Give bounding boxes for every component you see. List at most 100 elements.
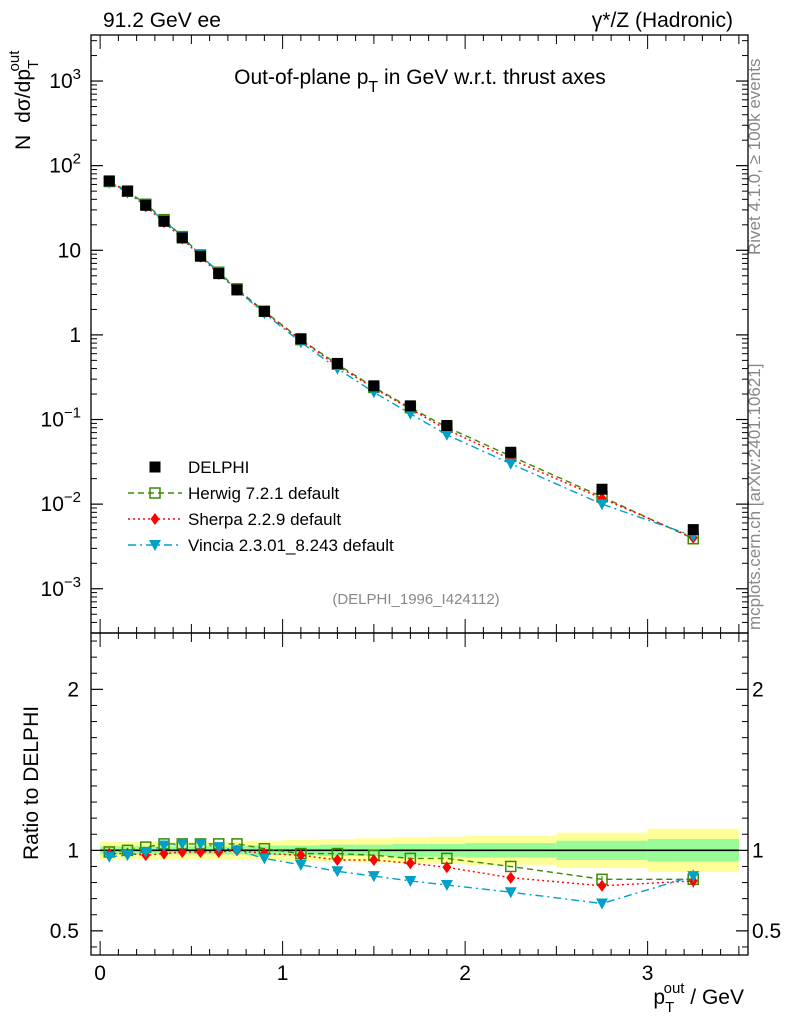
ratio-y-tick-label: 1 (67, 839, 79, 862)
legend-label-vincia: Vincia 2.3.01_8.243 default (188, 536, 394, 555)
main-point-data (687, 524, 699, 536)
x-axis-label: pTout / GeV (653, 980, 744, 1016)
ratio-series-line-herwig (109, 843, 694, 880)
title-text-after: in GeV w.r.t. thrust axes (378, 66, 606, 89)
analysis-id-annotation: (DELPHI_1996_I424112) (332, 591, 499, 608)
ratio-point-vincia (596, 898, 608, 910)
ratio-panel-frame (90, 632, 749, 956)
header-right-label: γ*/Z (Hadronic) (592, 9, 733, 32)
ratio-point-vincia (212, 842, 225, 854)
ratio-point-sherpa (369, 854, 379, 867)
x-tick-label: 0 (94, 962, 106, 985)
ratio-y-axis: 0.5 0.5 1 1 2 2 (50, 640, 781, 948)
xlabel-sub: T (665, 999, 674, 1016)
main-series-line-vincia (108, 181, 694, 537)
svg-text:Ndσ/dpTout: Ndσ/dpTout (6, 50, 42, 150)
ratio-x-axis: 0 1 2 3 (94, 633, 740, 985)
main-plot-area (103, 175, 700, 545)
title-subscript: T (368, 79, 378, 96)
title-text-before: Out-of-plane p (234, 66, 368, 89)
ratio-plot-area (100, 828, 739, 910)
ratio-y-tick-label: 2 (67, 678, 79, 701)
ratio-y-tick-label: 0.5 (50, 920, 79, 943)
main-title: Out-of-plane pT in GeV w.r.t. thrust axe… (234, 66, 606, 96)
x-tick-label: 1 (277, 962, 289, 985)
ratio-point-vincia (176, 838, 189, 850)
main-point-data (368, 380, 380, 392)
ratio-y-tick-label-right: 0.5 (752, 920, 781, 943)
xlabel-sup: out (664, 980, 686, 997)
legend-label-data: DELPHI (188, 458, 249, 477)
ratio-point-sherpa (296, 849, 306, 862)
main-point-data (176, 232, 188, 244)
ratio-point-vincia (121, 850, 134, 862)
main-x-axis (99, 35, 740, 633)
main-y-tick-label: 1 (69, 324, 81, 347)
main-point-data (195, 250, 206, 262)
ratio-point-vincia (258, 853, 271, 865)
ratio-point-vincia (504, 887, 517, 899)
x-tick-label: 3 (642, 962, 654, 985)
rivet-version-label: Rivet 4.1.0, ≥ 100k events (745, 59, 764, 255)
ratio-point-sherpa (177, 845, 187, 858)
ratio-point-vincia (158, 840, 170, 852)
legend-marker-herwig (149, 487, 161, 499)
ratio-point-vincia (404, 875, 417, 887)
xlabel-after: / GeV (684, 986, 744, 1009)
legend-marker-data (149, 461, 161, 473)
main-y-tick-label: 10−1 (41, 405, 81, 432)
ratio-point-sherpa (506, 871, 516, 884)
main-point-data (140, 199, 152, 211)
ratio-point-sherpa (159, 847, 169, 860)
main-y-axis: 10−3 10−2 10−1 1 10 102 103 (41, 40, 748, 634)
main-point-data (295, 333, 307, 345)
main-y-tick-label: 103 (49, 66, 81, 93)
mcplots-label: mcplots.cern.ch [arXiv:2401.10621] (745, 364, 764, 630)
ratio-series-line-vincia (109, 843, 694, 905)
ratio-point-vincia (367, 871, 380, 883)
ratio-point-vincia (103, 851, 116, 863)
ylabel-sub: T (25, 60, 42, 69)
main-point-data (505, 446, 517, 458)
legend-label-sherpa: Sherpa 2.2.9 default (188, 510, 341, 529)
main-point-data (331, 357, 343, 369)
main-point-vincia (404, 408, 417, 420)
main-point-data (122, 185, 133, 197)
ratio-y-tick-label-right: 2 (752, 678, 764, 701)
legend-marker-sherpa (150, 513, 160, 525)
ratio-point-vincia (331, 866, 344, 878)
main-y-tick-label: 10 (58, 239, 81, 262)
main-point-data (441, 419, 453, 431)
legend: DELPHI Herwig 7.2.1 default Sherpa 2.2.9 d… (128, 458, 394, 555)
main-point-data (103, 175, 115, 187)
ratio-point-vincia (139, 846, 152, 858)
ratio-point-sherpa (597, 879, 607, 892)
ratio-point-sherpa (196, 845, 205, 858)
ratio-point-vincia (294, 859, 307, 871)
ratio-y-tick-label-right: 1 (752, 839, 764, 862)
x-tick-label: 2 (459, 962, 471, 985)
ylabel-prefix: N (12, 135, 35, 150)
ratio-panel: 0.5 0.5 1 1 2 2 0 1 2 3 Ratio to DELPHI pTout / … (20, 632, 781, 1016)
ratio-y-axis-label: Ratio to DELPHI (20, 706, 43, 860)
main-point-data (213, 268, 225, 280)
ratio-point-vincia (231, 845, 243, 857)
ratio-point-vincia (440, 879, 453, 891)
legend-label-herwig: Herwig 7.2.1 default (188, 484, 339, 503)
ratio-point-herwig (505, 860, 517, 873)
main-y-tick-label: 10−2 (41, 489, 81, 516)
ratio-point-sherpa (405, 857, 415, 870)
ratio-point-sherpa (442, 861, 452, 874)
main-point-data (258, 305, 270, 317)
main-y-tick-label: 10−3 (41, 574, 81, 601)
header-left-label: 91.2 GeV ee (103, 9, 221, 32)
xlabel-p: p (653, 986, 665, 1009)
main-point-vincia (440, 429, 453, 441)
main-y-axis-label: Ndσ/dpTout (6, 50, 42, 150)
main-series-line-sherpa (108, 180, 694, 539)
ylabel-frac: dσ/dp (12, 69, 35, 123)
main-point-data (231, 284, 243, 296)
main-point-vincia (504, 458, 517, 470)
